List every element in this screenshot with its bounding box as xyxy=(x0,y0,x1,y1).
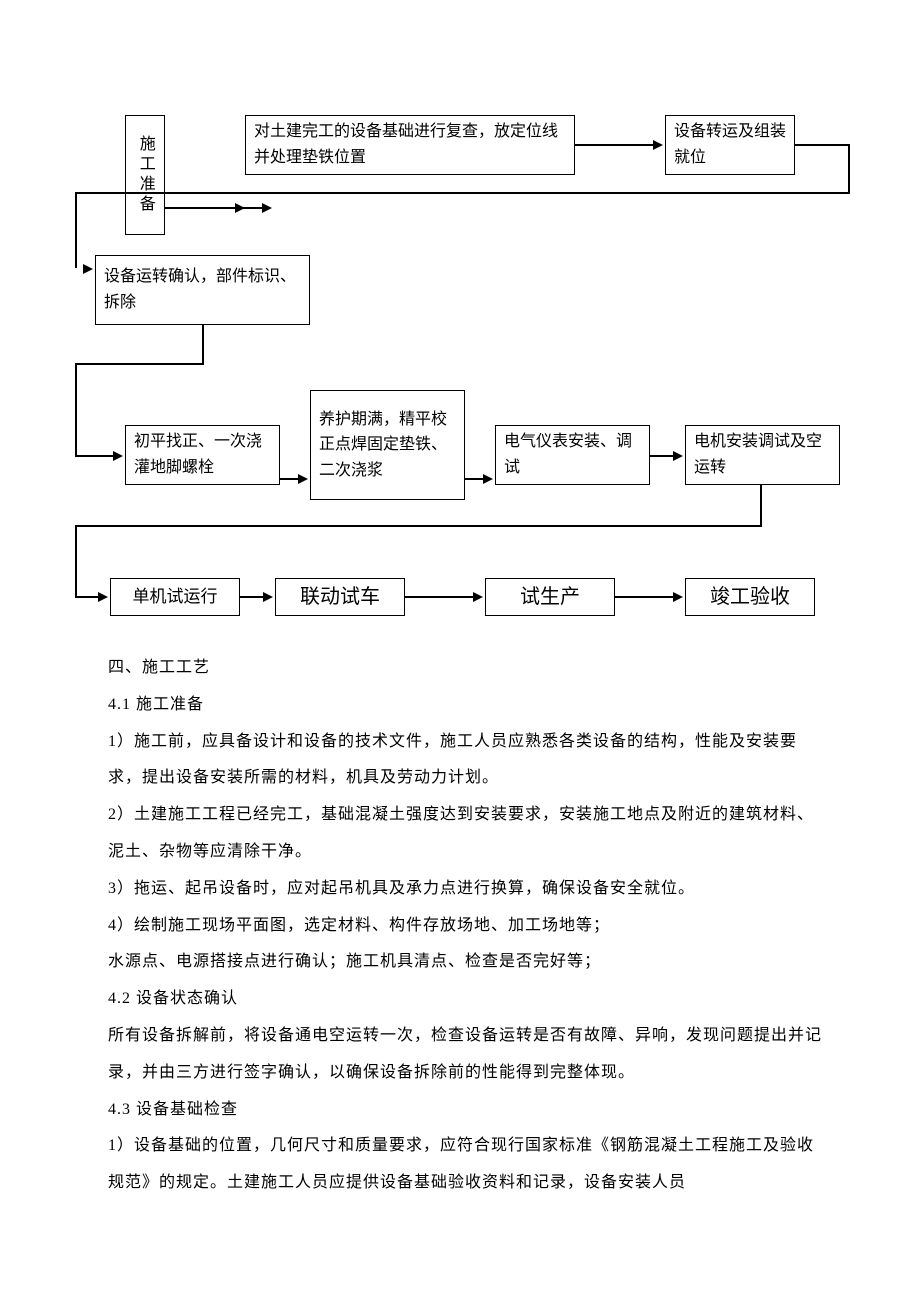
node-foundation-check: 对土建完工的设备基础进行复查，放定位线并处理垫铁位置 xyxy=(245,115,575,175)
heading-4: 四、施工工艺 xyxy=(108,650,828,687)
arrow-line xyxy=(848,144,850,194)
node-curing-label: 养护期满，精平校正点焊固定垫铁、二次浇浆 xyxy=(319,407,456,484)
arrow-head xyxy=(483,474,493,484)
arrow-line xyxy=(280,478,300,480)
arrow-line xyxy=(465,478,485,480)
node-motor-label: 电机安装调试及空运转 xyxy=(694,429,831,480)
node-transport-label: 设备转运及组装就位 xyxy=(674,119,786,170)
arrow-head xyxy=(83,264,93,274)
node-electrical-label: 电气仪表安装、调试 xyxy=(504,429,641,480)
arrow-line xyxy=(240,596,265,598)
para-4-1-2: 2）土建施工工程已经完工，基础混凝土强度达到安装要求，安装施工地点及附近的建筑材… xyxy=(108,797,828,871)
arrow-head xyxy=(98,592,108,602)
arrow-line xyxy=(75,192,850,194)
section-4-2: 4.2 设备状态确认 xyxy=(108,981,828,1018)
arrow-head xyxy=(263,592,273,602)
arrow-head xyxy=(473,592,483,602)
arrow-line xyxy=(75,596,100,598)
node-motor: 电机安装调试及空运转 xyxy=(685,425,840,485)
construction-flowchart: 施工准备 对土建完工的设备基础进行复查，放定位线并处理垫铁位置 设备转运及组装就… xyxy=(95,100,845,630)
node-joint-test-label: 联动试车 xyxy=(300,581,380,613)
para-4-1-4: 4）绘制施工现场平面图，选定材料、构件存放场地、加工场地等； xyxy=(108,908,828,945)
arrow-line xyxy=(575,144,655,146)
arrow-head xyxy=(673,592,683,602)
arrow-line xyxy=(75,525,762,527)
para-4-1-3: 3）拖运、起吊设备时，应对起吊机具及承力点进行换算，确保设备安全就位。 xyxy=(108,871,828,908)
arrow-line xyxy=(75,363,204,365)
arrow-line xyxy=(615,596,675,598)
document-body: 四、施工工艺 4.1 施工准备 1）施工前，应具备设计和设备的技术文件，施工人员… xyxy=(108,650,828,1202)
arrow-line xyxy=(405,596,475,598)
arrow-line xyxy=(75,455,115,457)
section-4-1: 4.1 施工准备 xyxy=(108,687,828,724)
arrow-line xyxy=(75,525,77,597)
arrow-line xyxy=(75,192,77,268)
node-leveling-label: 初平找正、一次浇灌地脚螺栓 xyxy=(134,429,271,480)
arrow-line xyxy=(650,455,675,457)
para-4-2-1: 所有设备拆解前，将设备通电空运转一次，检查设备运转是否有故障、异响，发现问题提出… xyxy=(108,1018,828,1092)
para-4-1-5: 水源点、电源搭接点进行确认；施工机具清点、检查是否完好等； xyxy=(108,944,828,981)
node-curing: 养护期满，精平校正点焊固定垫铁、二次浇浆 xyxy=(310,390,465,500)
node-acceptance-label: 竣工验收 xyxy=(710,581,790,613)
section-4-3: 4.3 设备基础检查 xyxy=(108,1092,828,1129)
node-joint-test: 联动试车 xyxy=(275,578,405,616)
arrow-line xyxy=(760,485,762,527)
arrow-line xyxy=(75,363,77,457)
arrow-head xyxy=(653,140,663,150)
arrow-line xyxy=(795,144,850,146)
arrow-head xyxy=(673,451,683,461)
node-leveling: 初平找正、一次浇灌地脚螺栓 xyxy=(125,425,280,485)
node-trial-prod: 试生产 xyxy=(485,578,615,616)
arrow-line xyxy=(165,207,265,209)
para-4-3-1: 1）设备基础的位置，几何尺寸和质量要求，应符合现行国家标准《钢筋混凝土工程施工及… xyxy=(108,1128,828,1202)
arrow-line xyxy=(202,325,204,363)
arrow-head xyxy=(235,203,245,213)
node-acceptance: 竣工验收 xyxy=(685,578,815,616)
node-electrical: 电气仪表安装、调试 xyxy=(495,425,650,485)
node-prep: 施工准备 xyxy=(125,115,165,235)
node-confirm-label: 设备运转确认，部件标识、拆除 xyxy=(104,264,301,315)
node-single-test: 单机试运行 xyxy=(110,578,240,616)
node-prep-label: 施工准备 xyxy=(132,135,158,215)
para-4-1-1: 1）施工前，应具备设计和设备的技术文件，施工人员应熟悉各类设备的结构，性能及安装… xyxy=(108,724,828,798)
arrow-head xyxy=(113,451,123,461)
node-single-test-label: 单机试运行 xyxy=(133,583,218,610)
node-confirm: 设备运转确认，部件标识、拆除 xyxy=(95,255,310,325)
node-trial-prod-label: 试生产 xyxy=(520,581,580,613)
node-transport: 设备转运及组装就位 xyxy=(665,115,795,175)
node-foundation-check-label: 对土建完工的设备基础进行复查，放定位线并处理垫铁位置 xyxy=(254,119,566,170)
arrow-head xyxy=(298,474,308,484)
arrow-head xyxy=(262,203,272,213)
